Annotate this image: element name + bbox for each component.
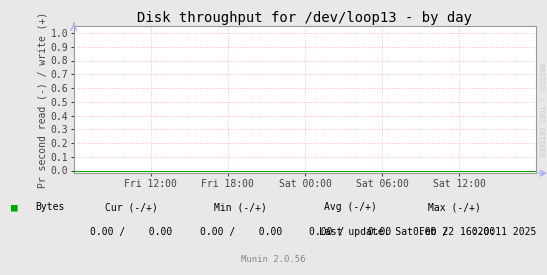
Text: ■: ■ [11,202,18,212]
Text: Avg (-/+): Avg (-/+) [324,202,376,212]
Text: Munin 2.0.56: Munin 2.0.56 [241,255,306,264]
Text: Bytes: Bytes [36,202,65,212]
Text: 0.00 /    0.00: 0.00 / 0.00 [200,227,282,237]
Text: Last update: Sat Feb 22 16:20:11 2025: Last update: Sat Feb 22 16:20:11 2025 [319,227,536,237]
Text: 0.00 /    0.00: 0.00 / 0.00 [309,227,391,237]
Title: Disk throughput for /dev/loop13 - by day: Disk throughput for /dev/loop13 - by day [137,11,473,25]
Text: 0.00 /    0.00: 0.00 / 0.00 [90,227,172,237]
Text: RRDTOOL / TOBI OETIKER: RRDTOOL / TOBI OETIKER [538,63,544,157]
Text: 0.00 /    0.00: 0.00 / 0.00 [413,227,495,237]
Text: Cur (-/+): Cur (-/+) [105,202,158,212]
Text: Max (-/+): Max (-/+) [428,202,480,212]
Text: Min (-/+): Min (-/+) [214,202,267,212]
Y-axis label: Pr second read (-) / write (+): Pr second read (-) / write (+) [38,12,48,188]
